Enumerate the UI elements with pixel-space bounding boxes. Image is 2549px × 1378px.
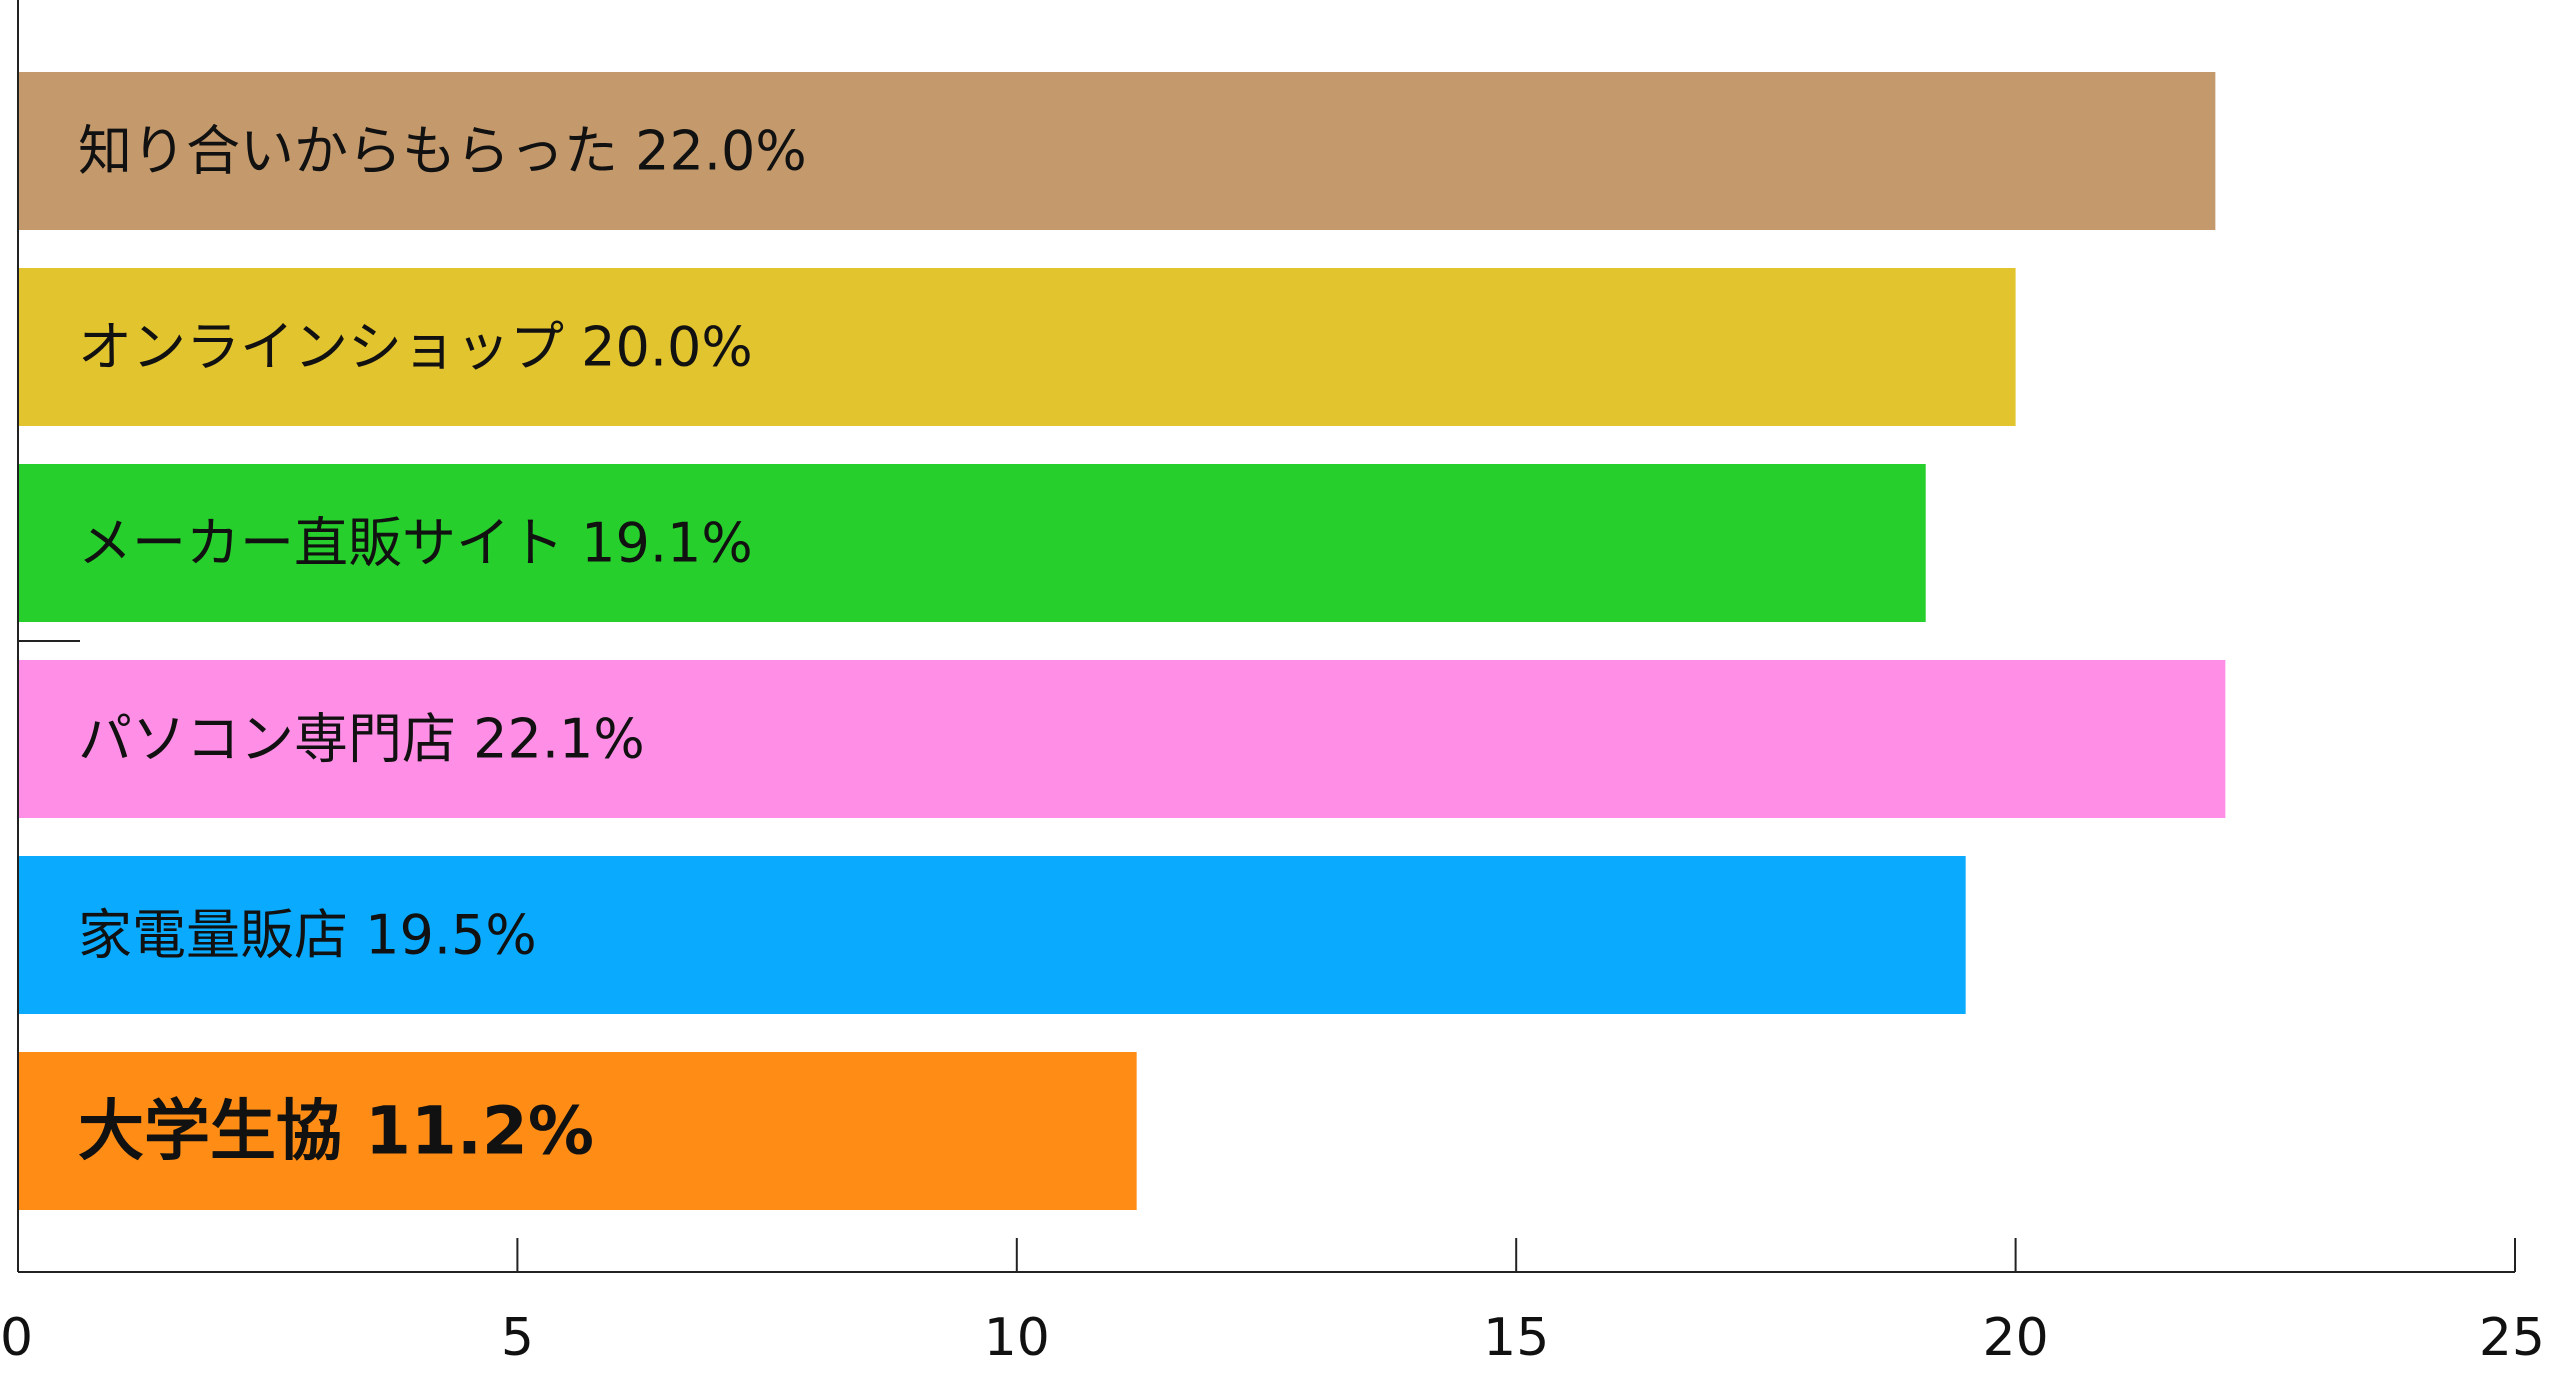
bar-label-2: オンラインショップ 20.0% — [78, 316, 753, 379]
x-tick-label-15: 15 — [1483, 1308, 1549, 1368]
bar-label-4: パソコン専門店 22.1% — [78, 708, 645, 771]
data-labels-layer: 知り合いからもらった 22.0% オンラインショップ 20.0% メーカー直販サイト… — [78, 120, 807, 1170]
bar-1 — [18, 72, 2216, 230]
bar-label-3: メーカー直販サイト 19.1% — [78, 512, 753, 575]
bar-label-5: 家電量販店 19.5% — [78, 904, 537, 967]
bar-4 — [18, 660, 2226, 818]
bars-layer — [18, 72, 2226, 1210]
bar-3 — [18, 464, 1926, 622]
x-tick-label-0: 0 — [0, 1308, 33, 1368]
bar-label-1: 知り合いからもらった 22.0% — [78, 120, 807, 183]
bar-label-6: 大学生協 11.2% — [78, 1093, 594, 1170]
x-tick-label-25: 25 — [2479, 1308, 2545, 1368]
bar-6 — [18, 1052, 1137, 1210]
bar-2 — [18, 268, 2016, 426]
x-tick-label-20: 20 — [1983, 1308, 2049, 1368]
x-tick-label-10: 10 — [984, 1308, 1050, 1368]
bar-5 — [18, 856, 1966, 1014]
x-tick-label-5: 5 — [501, 1308, 534, 1368]
